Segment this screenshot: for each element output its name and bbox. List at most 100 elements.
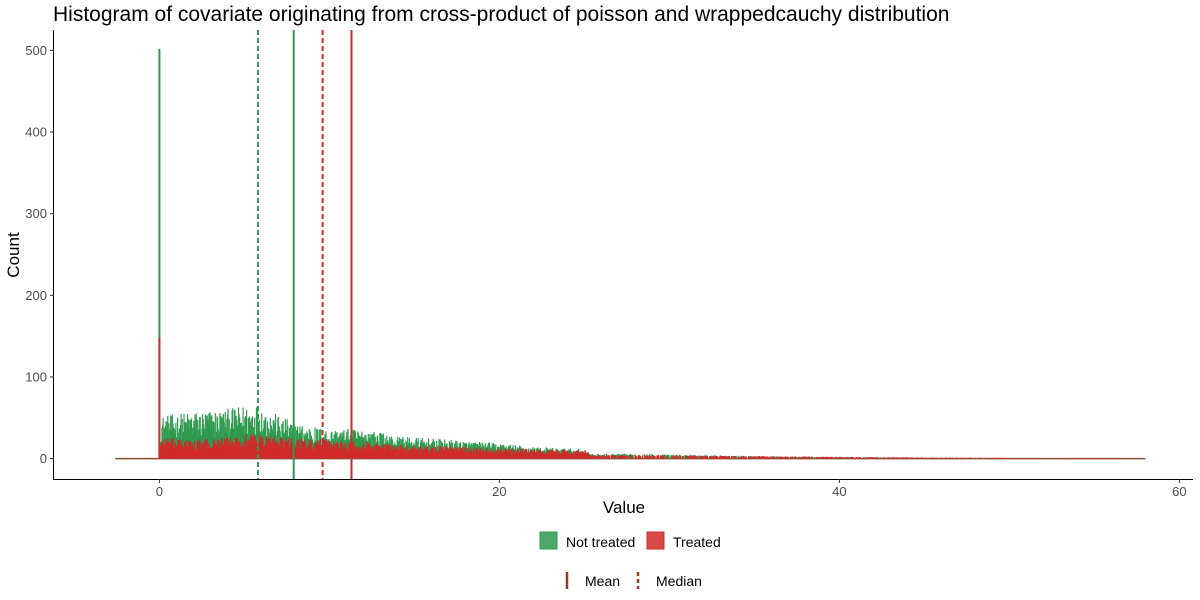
histogram-bar bbox=[1039, 458, 1041, 459]
histogram-bar bbox=[868, 457, 870, 459]
reference-lines bbox=[257, 30, 353, 479]
histogram-bar bbox=[741, 456, 743, 459]
histogram-bar bbox=[792, 457, 794, 459]
histogram-bar bbox=[706, 456, 708, 459]
histogram-bar bbox=[959, 457, 961, 459]
histogram-bar bbox=[441, 446, 444, 459]
legend-label: Not treated bbox=[566, 534, 635, 550]
legend-label: Mean bbox=[585, 573, 620, 589]
histogram-bar bbox=[993, 457, 995, 459]
histogram-bar bbox=[893, 457, 896, 459]
y-tick-label: 0 bbox=[40, 451, 47, 466]
histogram-bar bbox=[847, 456, 849, 459]
histogram-bar bbox=[710, 455, 712, 459]
histogram-bar bbox=[303, 439, 306, 459]
histogram-bar bbox=[206, 439, 208, 459]
histogram-bar bbox=[353, 441, 355, 459]
histogram-bar bbox=[599, 455, 601, 459]
histogram-bar bbox=[681, 456, 683, 459]
histogram-bar bbox=[968, 457, 970, 459]
histogram-bar bbox=[593, 455, 595, 459]
histogram-bar bbox=[211, 415, 213, 459]
histogram-bar bbox=[1041, 458, 1043, 459]
histogram-bar bbox=[680, 455, 682, 459]
x-tick-label: 20 bbox=[492, 484, 506, 499]
histogram-bar bbox=[883, 457, 885, 459]
histogram-bar bbox=[1037, 458, 1039, 459]
histogram-bar bbox=[616, 454, 618, 459]
histogram-bar bbox=[781, 456, 783, 459]
histogram-bar bbox=[834, 457, 836, 459]
histogram-bar bbox=[636, 456, 638, 459]
histogram-bar bbox=[904, 457, 906, 459]
y-axis-title: Count bbox=[4, 232, 23, 278]
histogram-bar bbox=[979, 457, 981, 459]
histogram-bar bbox=[604, 456, 606, 459]
histogram-bar bbox=[469, 449, 471, 459]
histogram-bar bbox=[727, 456, 729, 459]
histogram-bar bbox=[809, 457, 811, 459]
histogram-bar bbox=[689, 456, 692, 459]
histogram-bar bbox=[902, 457, 904, 459]
histogram-bar bbox=[507, 448, 510, 459]
histogram-bar bbox=[180, 414, 182, 459]
histogram-bar bbox=[274, 414, 277, 459]
histogram-bar bbox=[917, 457, 919, 459]
histogram-bar bbox=[787, 457, 790, 459]
histogram-bar bbox=[703, 456, 706, 459]
histogram-bar bbox=[762, 456, 765, 459]
histogram-bar bbox=[625, 455, 627, 459]
histogram-bar bbox=[427, 438, 430, 459]
histogram-bar bbox=[835, 456, 838, 459]
histogram-bar bbox=[952, 457, 954, 459]
histogram-bar bbox=[764, 456, 766, 459]
histogram-bar bbox=[456, 447, 458, 459]
histogram-bar bbox=[290, 438, 292, 459]
histogram-bar bbox=[664, 455, 667, 459]
x-axis-title: Value bbox=[603, 498, 645, 517]
histogram-bar bbox=[644, 456, 646, 459]
histogram-bar bbox=[627, 455, 630, 459]
histogram-bar bbox=[438, 446, 441, 459]
histogram-bar bbox=[769, 456, 771, 459]
histogram-bar bbox=[801, 456, 803, 459]
histogram-bar bbox=[698, 455, 700, 459]
histogram-bar bbox=[932, 457, 934, 459]
histogram-bar bbox=[300, 439, 302, 459]
histogram-bar bbox=[813, 457, 816, 459]
histogram-bar bbox=[615, 455, 617, 459]
histogram-bar bbox=[1057, 458, 1060, 459]
histogram-bar bbox=[464, 447, 466, 459]
histogram-bar bbox=[420, 447, 422, 459]
histogram-bar bbox=[557, 450, 559, 459]
histogram-bar bbox=[790, 456, 792, 459]
histogram-bar bbox=[688, 455, 690, 459]
histogram-bar bbox=[975, 457, 977, 459]
histogram-bar bbox=[1002, 457, 1004, 459]
histogram-bar bbox=[1020, 458, 1022, 459]
histogram-bar bbox=[1025, 458, 1027, 459]
legend-key-not-treated bbox=[539, 531, 558, 550]
histogram-bar bbox=[671, 455, 674, 459]
histogram-bar bbox=[829, 456, 831, 459]
histogram-bar bbox=[795, 456, 797, 459]
histogram-bar bbox=[925, 457, 927, 459]
histogram-bar bbox=[939, 457, 941, 459]
histogram-bar bbox=[936, 457, 938, 459]
histogram-bar bbox=[989, 457, 991, 459]
histogram-bar bbox=[921, 457, 923, 459]
y-tick-label: 300 bbox=[25, 206, 47, 221]
histogram-bar bbox=[965, 457, 967, 459]
histogram-bar bbox=[319, 439, 321, 459]
x-tick-label: 60 bbox=[1172, 484, 1186, 499]
histogram-bar bbox=[817, 456, 819, 459]
histogram-bar bbox=[878, 457, 881, 459]
histogram-bar bbox=[711, 456, 714, 459]
histogram-bar bbox=[900, 457, 902, 459]
histogram-bar bbox=[709, 456, 711, 459]
histogram-bar bbox=[794, 456, 796, 459]
histogram-bar bbox=[750, 456, 752, 459]
histogram-bar bbox=[842, 457, 844, 459]
histogram-bar bbox=[735, 456, 737, 459]
